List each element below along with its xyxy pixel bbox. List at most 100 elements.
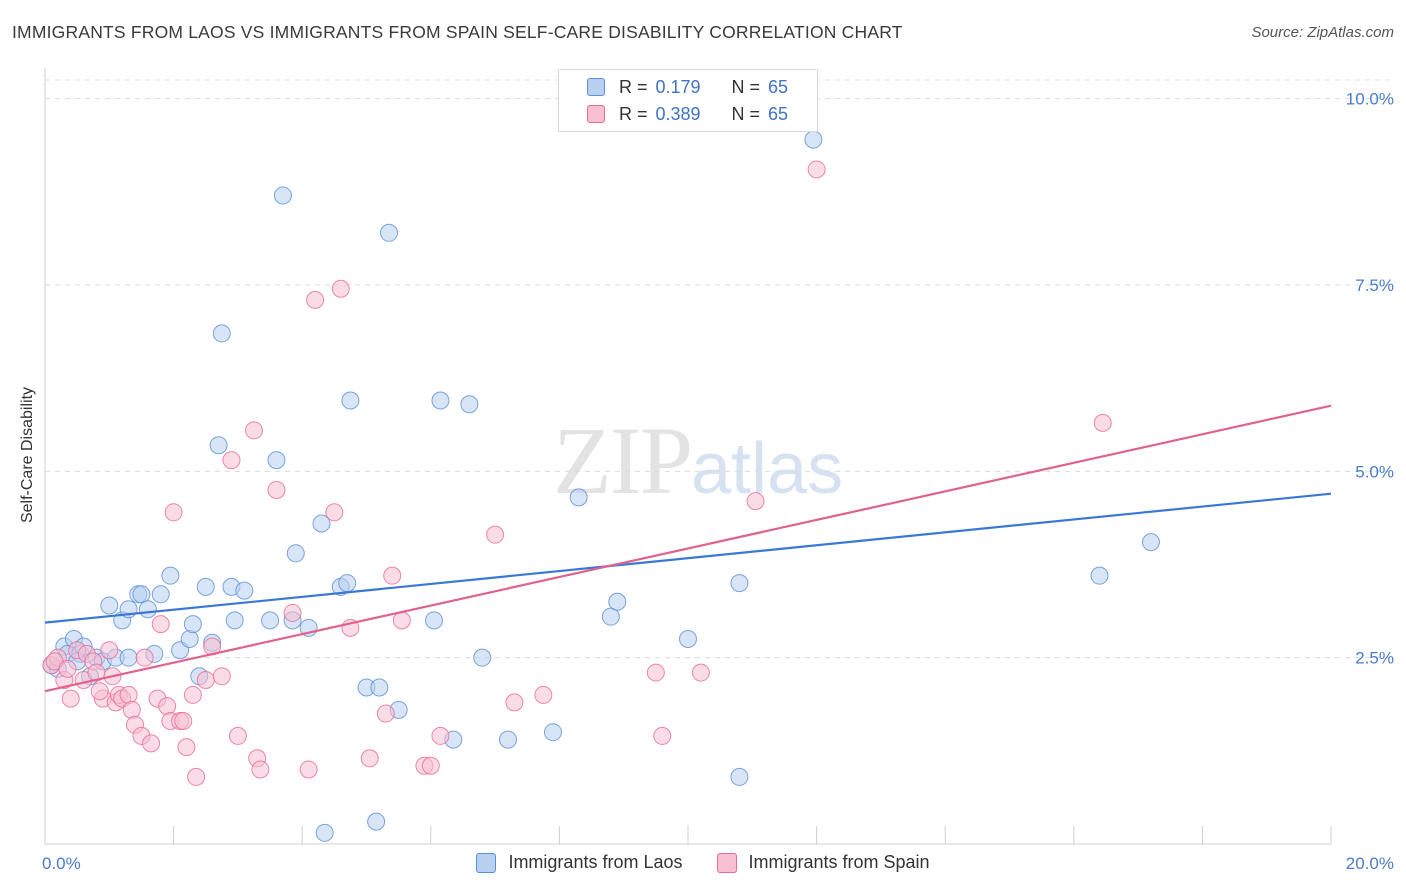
legend-r-value-spain: 0.389 xyxy=(655,103,701,124)
point-laos xyxy=(267,451,286,470)
legend-n-value-laos: 65 xyxy=(768,76,789,97)
point-spain xyxy=(61,689,80,708)
point-laos xyxy=(273,186,292,205)
point-laos xyxy=(138,600,157,619)
point-laos xyxy=(730,574,749,593)
trend-line-spain xyxy=(44,404,1332,693)
point-laos xyxy=(338,574,357,593)
point-spain xyxy=(534,685,553,704)
point-laos xyxy=(367,812,386,831)
point-spain xyxy=(383,566,402,585)
point-spain xyxy=(392,611,411,630)
point-spain xyxy=(142,734,161,753)
point-spain xyxy=(135,648,154,667)
point-spain xyxy=(299,760,318,779)
point-spain xyxy=(283,603,302,622)
point-spain xyxy=(251,760,270,779)
legend-swatch-spain xyxy=(587,105,605,123)
point-laos xyxy=(151,585,170,604)
legend-swatch-laos xyxy=(476,852,497,873)
correlation-legend: R = 0.179 N = 65 R = 0.389 N = 65 xyxy=(558,69,818,132)
point-laos xyxy=(225,611,244,630)
point-spain xyxy=(196,671,215,690)
legend-label-spain: Immigrants from Spain xyxy=(748,852,930,872)
legend-n-label: N = xyxy=(731,103,761,124)
point-spain xyxy=(746,492,765,511)
legend-r-label: R = xyxy=(619,103,648,124)
legend-row-spain: R = 0.389 N = 65 xyxy=(587,102,788,126)
legend-item-laos[interactable]: Immigrants from Laos xyxy=(476,852,683,873)
point-spain xyxy=(1093,413,1112,432)
legend-n-value-spain: 65 xyxy=(768,103,789,124)
point-laos xyxy=(161,566,180,585)
y-tick-label: 10.0% xyxy=(1346,90,1394,109)
point-spain xyxy=(187,767,206,786)
y-tick-label: 5.0% xyxy=(1355,462,1394,481)
point-spain xyxy=(212,667,231,686)
point-spain xyxy=(228,726,247,745)
x-tick-label: 0.0% xyxy=(42,854,81,873)
legend-row-laos: R = 0.179 N = 65 xyxy=(587,75,788,99)
point-laos xyxy=(601,607,620,626)
point-spain xyxy=(183,685,202,704)
point-laos xyxy=(1090,566,1109,585)
point-laos xyxy=(132,585,151,604)
point-laos xyxy=(315,823,334,842)
point-spain xyxy=(90,682,109,701)
point-spain xyxy=(325,503,344,522)
point-laos xyxy=(370,678,389,697)
point-spain xyxy=(360,749,379,768)
x-tick-label: 20.0% xyxy=(1346,854,1394,873)
watermark-atlas: atlas xyxy=(691,429,844,509)
trend-line-laos xyxy=(44,492,1332,624)
point-spain xyxy=(331,279,350,298)
point-laos xyxy=(209,436,228,455)
point-laos xyxy=(460,395,479,414)
point-spain xyxy=(646,663,665,682)
point-spain xyxy=(431,726,450,745)
legend-n-label: N = xyxy=(731,76,761,97)
point-spain xyxy=(376,704,395,723)
series-legend: Immigrants from Laos Immigrants from Spa… xyxy=(0,852,1406,873)
point-spain xyxy=(505,693,524,712)
point-laos xyxy=(312,514,331,533)
source-label: Source: ZipAtlas.com xyxy=(1251,24,1394,41)
point-spain xyxy=(158,697,177,716)
point-laos xyxy=(180,630,199,649)
point-laos xyxy=(425,611,444,630)
point-laos xyxy=(498,730,517,749)
point-spain xyxy=(421,756,440,775)
point-laos xyxy=(196,577,215,596)
point-spain xyxy=(807,160,826,179)
point-laos xyxy=(569,488,588,507)
point-laos xyxy=(608,592,627,611)
legend-swatch-laos xyxy=(587,78,605,96)
legend-r-value-laos: 0.179 xyxy=(655,76,701,97)
point-laos xyxy=(235,581,254,600)
point-spain xyxy=(58,659,77,678)
point-spain xyxy=(177,738,196,757)
point-spain xyxy=(306,290,325,309)
y-tick-label: 2.5% xyxy=(1355,649,1394,668)
point-laos xyxy=(119,648,138,667)
chart-title: IMMIGRANTS FROM LAOS VS IMMIGRANTS FROM … xyxy=(12,22,903,42)
point-laos xyxy=(431,391,450,410)
legend-label-laos: Immigrants from Laos xyxy=(508,852,683,872)
point-laos xyxy=(183,615,202,634)
point-laos xyxy=(679,630,697,649)
point-spain xyxy=(151,615,170,634)
y-tick-label: 7.5% xyxy=(1355,276,1394,295)
point-spain xyxy=(122,700,141,719)
legend-item-spain[interactable]: Immigrants from Spain xyxy=(716,852,930,873)
point-laos xyxy=(261,611,280,630)
point-laos xyxy=(380,223,399,242)
point-spain xyxy=(267,480,286,499)
point-laos xyxy=(212,324,231,343)
point-laos xyxy=(804,130,823,149)
point-spain xyxy=(164,503,183,522)
point-spain xyxy=(222,451,241,470)
point-laos xyxy=(473,648,492,667)
point-spain xyxy=(653,726,672,745)
point-spain xyxy=(100,641,119,660)
